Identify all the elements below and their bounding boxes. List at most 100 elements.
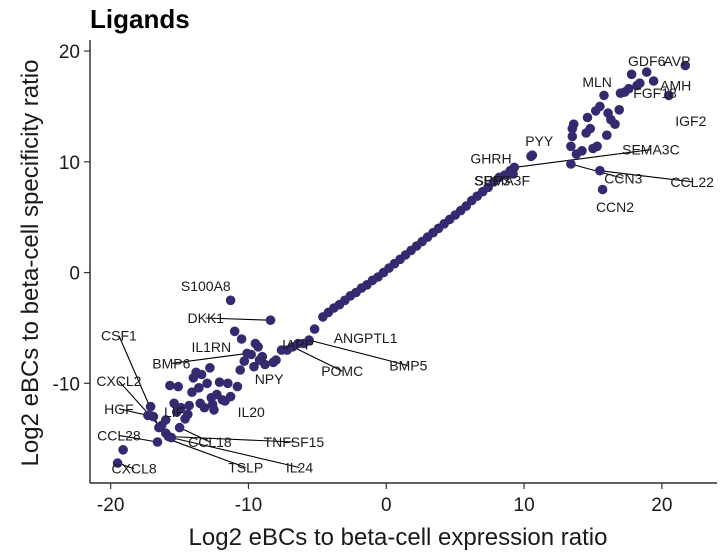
point-label: BMP5 [389,358,427,374]
leader-line [599,170,693,183]
data-point [527,150,538,160]
data-point [225,295,236,306]
data-point [229,326,240,337]
x-axis-ticks: -20 -10 0 10 20 [97,483,672,516]
x-tick-label: 10 [514,495,535,516]
point-label: S100A8 [181,278,231,294]
leader-line [171,437,300,469]
data-point [271,355,281,365]
point-label: AVP [664,53,691,69]
leader-line [292,346,343,372]
data-point [183,409,193,420]
data-point [260,359,270,370]
x-tick-label: 20 [651,495,672,516]
point-label: NPY [255,371,284,387]
data-point [145,401,156,412]
leader-line [171,352,248,364]
y-axis-ticks: -10 0 10 20 [53,42,90,395]
point-label: BMP6 [152,355,190,371]
point-label: DKK1 [188,310,225,326]
data-point [567,131,578,142]
data-point [174,422,185,433]
data-point [214,377,225,388]
point-label: CCL18 [188,434,232,450]
point-label: CCL22 [670,174,714,190]
point-label: ANGPTL1 [334,330,398,346]
data-point [246,349,256,360]
data-points [112,60,691,468]
data-point [187,387,197,398]
data-point [648,76,659,86]
data-point [194,383,204,393]
point-label: SPP3 [474,173,510,189]
data-point [152,437,163,447]
point-label: CCN2 [596,199,634,215]
point-label: MLN [582,74,612,90]
data-point [184,400,194,411]
x-tick-label: -20 [97,495,124,516]
chart-title: Ligands [90,4,190,34]
data-point [309,324,320,334]
point-label: CXCL8 [112,461,157,477]
y-axis-title: Log2 eBCs to beta-cell specificity ratio [17,60,44,467]
data-point [225,391,236,402]
x-axis-title: Log2 eBCs to beta-cell expression ratio [189,524,608,551]
leader-line [514,149,651,168]
data-point [112,458,123,468]
point-label: CSF1 [101,328,137,344]
data-point [249,361,259,372]
data-point [566,159,576,169]
y-tick-label: 0 [69,264,80,285]
data-point [635,78,645,88]
data-point [161,415,171,425]
y-tick-label: 20 [59,42,80,63]
data-point [641,67,652,77]
data-point [196,369,207,380]
data-point [592,141,602,152]
data-point [253,342,263,352]
data-point [223,378,233,389]
point-label: TNFSF15 [264,434,325,450]
data-point [597,184,608,195]
data-point [166,432,177,443]
data-point [165,380,175,391]
point-label: CCL28 [97,427,141,443]
data-point [202,378,212,389]
data-point [568,119,579,129]
point-label: LIF [164,404,184,420]
data-point [610,119,620,129]
data-point [595,101,605,112]
point-label: CCN3 [604,170,642,186]
data-point [585,123,595,134]
point-label: CXCL2 [96,373,141,389]
leader-line [118,408,149,416]
data-point [599,90,609,101]
data-point [664,90,674,101]
point-label: POMC [321,363,363,379]
x-tick-label: 0 [381,495,392,516]
leader-lines [117,149,693,470]
data-point [239,356,250,367]
data-point [614,105,624,115]
leader-line [179,427,211,443]
point-label: SEMA3F [474,173,530,189]
point-label: IGF2 [675,113,706,129]
data-point [176,402,186,413]
y-tick-label: 10 [59,153,80,174]
data-point [582,112,593,123]
data-point [595,165,605,176]
data-point [232,381,243,392]
point-label: IL20 [238,404,265,420]
leader-line [118,434,158,443]
point-label: GDF6 [628,53,666,69]
point-label: SEMA3C [622,142,680,158]
data-point [236,334,247,344]
point-label: HGF [104,401,134,417]
data-point [680,60,691,71]
data-point [148,411,159,422]
point-label: IL1RN [191,339,231,355]
point-label: AMH [660,77,691,93]
point-label: IAPP [282,337,314,353]
data-point [209,405,219,415]
